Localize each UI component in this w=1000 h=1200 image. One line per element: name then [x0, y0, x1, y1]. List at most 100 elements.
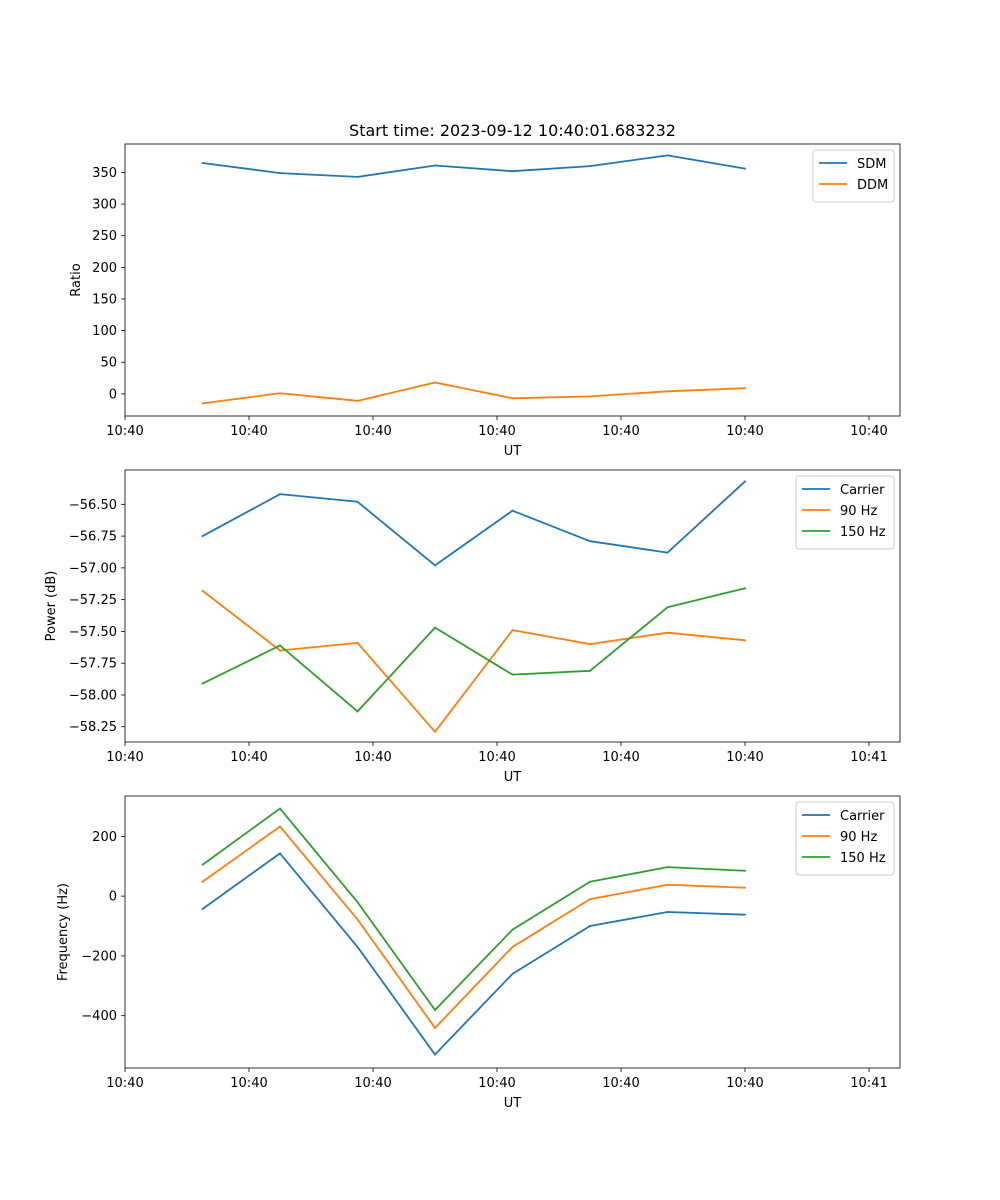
data-point — [744, 480, 746, 483]
data-point — [511, 509, 514, 512]
y-tick-label: 100 — [92, 324, 117, 339]
y-tick-label: 0 — [109, 890, 117, 905]
y-tick-label: 200 — [92, 830, 117, 845]
y-tick-label: 150 — [92, 292, 117, 307]
legend-entry: Carrier — [840, 809, 885, 824]
y-axis-label: Frequency (Hz) — [56, 883, 71, 981]
data-point — [589, 669, 591, 672]
x-tick-label: 10:40 — [230, 424, 267, 439]
x-axis-label: UT — [504, 770, 522, 785]
y-tick-label: −57.75 — [69, 657, 117, 672]
x-tick-label: 10:40 — [354, 750, 391, 765]
y-tick-label: −58.00 — [69, 688, 117, 703]
data-point — [744, 869, 746, 872]
series-line-90-hz — [201, 590, 746, 733]
series-line-ddm — [202, 381, 746, 405]
data-point — [589, 925, 591, 928]
data-point — [589, 880, 591, 883]
data-point — [589, 165, 591, 168]
x-tick-label: 10:40 — [602, 1076, 639, 1091]
y-tick-label: −57.50 — [69, 625, 117, 640]
data-point — [666, 154, 669, 157]
y-tick-label: −56.50 — [69, 498, 117, 513]
data-point — [589, 540, 591, 543]
data-point — [666, 390, 669, 393]
x-tick-label: 10:41 — [850, 750, 887, 765]
data-point — [279, 807, 281, 810]
y-tick-label: −57.00 — [69, 561, 117, 576]
x-tick-label: 10:40 — [354, 1076, 391, 1091]
data-point — [434, 730, 436, 733]
x-tick-label: 10:40 — [354, 424, 391, 439]
data-point — [201, 682, 204, 685]
data-point — [744, 167, 746, 170]
series-line-sdm — [202, 154, 746, 178]
x-tick-label: 10:40 — [726, 750, 763, 765]
data-point — [511, 945, 514, 948]
data-point — [434, 1026, 436, 1029]
legend-entry: 150 Hz — [840, 851, 886, 866]
data-point — [356, 500, 359, 503]
series-line-carrier — [201, 852, 746, 1056]
legend-entry: 150 Hz — [840, 525, 886, 540]
y-axis-label: Ratio — [69, 263, 84, 296]
x-tick-label: 10:40 — [478, 424, 515, 439]
data-point — [434, 1009, 436, 1012]
plot-area-frame — [124, 469, 901, 743]
data-point — [434, 564, 436, 567]
data-point — [511, 170, 514, 173]
data-point — [744, 587, 746, 590]
data-point — [434, 626, 436, 629]
x-tick-label: 10:40 — [726, 424, 763, 439]
data-point — [356, 918, 359, 921]
x-tick-label: 10:40 — [478, 1076, 515, 1091]
x-tick-label: 10:40 — [230, 1076, 267, 1091]
data-point — [434, 1053, 436, 1056]
series-line-90-hz — [201, 825, 746, 1029]
y-tick-label: −58.25 — [69, 720, 117, 735]
legend: Carrier 90 Hz 150 Hz — [795, 801, 895, 876]
data-point — [666, 631, 669, 634]
data-point — [511, 397, 514, 400]
data-point — [589, 898, 591, 901]
data-point — [279, 644, 281, 647]
y-tick-label: 0 — [109, 387, 117, 402]
data-point — [201, 907, 204, 910]
legend-entry: 90 Hz — [840, 830, 877, 845]
data-point — [589, 643, 591, 646]
x-tick-label: 10:40 — [106, 424, 143, 439]
x-tick-label: 10:40 — [602, 424, 639, 439]
data-point — [279, 172, 281, 175]
data-point — [511, 972, 514, 975]
data-point — [589, 395, 591, 398]
data-point — [666, 910, 669, 913]
y-tick-label: 300 — [92, 198, 117, 213]
data-point — [201, 863, 204, 866]
data-point — [356, 175, 359, 178]
data-point — [279, 825, 281, 828]
data-point — [434, 164, 436, 167]
data-point — [666, 606, 669, 609]
x-tick-label: 10:40 — [726, 1076, 763, 1091]
data-point — [201, 589, 204, 592]
data-point — [279, 493, 281, 496]
data-point — [744, 387, 746, 390]
x-axis-label: UT — [504, 1096, 522, 1111]
data-point — [356, 901, 359, 904]
legend-entry: DDM — [857, 178, 888, 193]
plot-area-frame — [124, 795, 901, 1069]
series-line-carrier — [202, 480, 746, 567]
x-tick-label: 10:41 — [850, 1076, 887, 1091]
y-tick-label: −56.75 — [69, 530, 117, 545]
legend-entry: SDM — [857, 157, 886, 172]
x-tick-label: 10:40 — [850, 424, 887, 439]
x-tick-label: 10:40 — [106, 750, 143, 765]
y-tick-label: −400 — [81, 1009, 117, 1024]
figure-title: Start time: 2023-09-12 10:40:01.683232 — [349, 121, 676, 140]
data-point — [666, 551, 669, 554]
x-tick-label: 10:40 — [230, 750, 267, 765]
x-tick-label: 10:40 — [106, 1076, 143, 1091]
data-point — [666, 883, 669, 886]
y-tick-label: −200 — [81, 949, 117, 964]
